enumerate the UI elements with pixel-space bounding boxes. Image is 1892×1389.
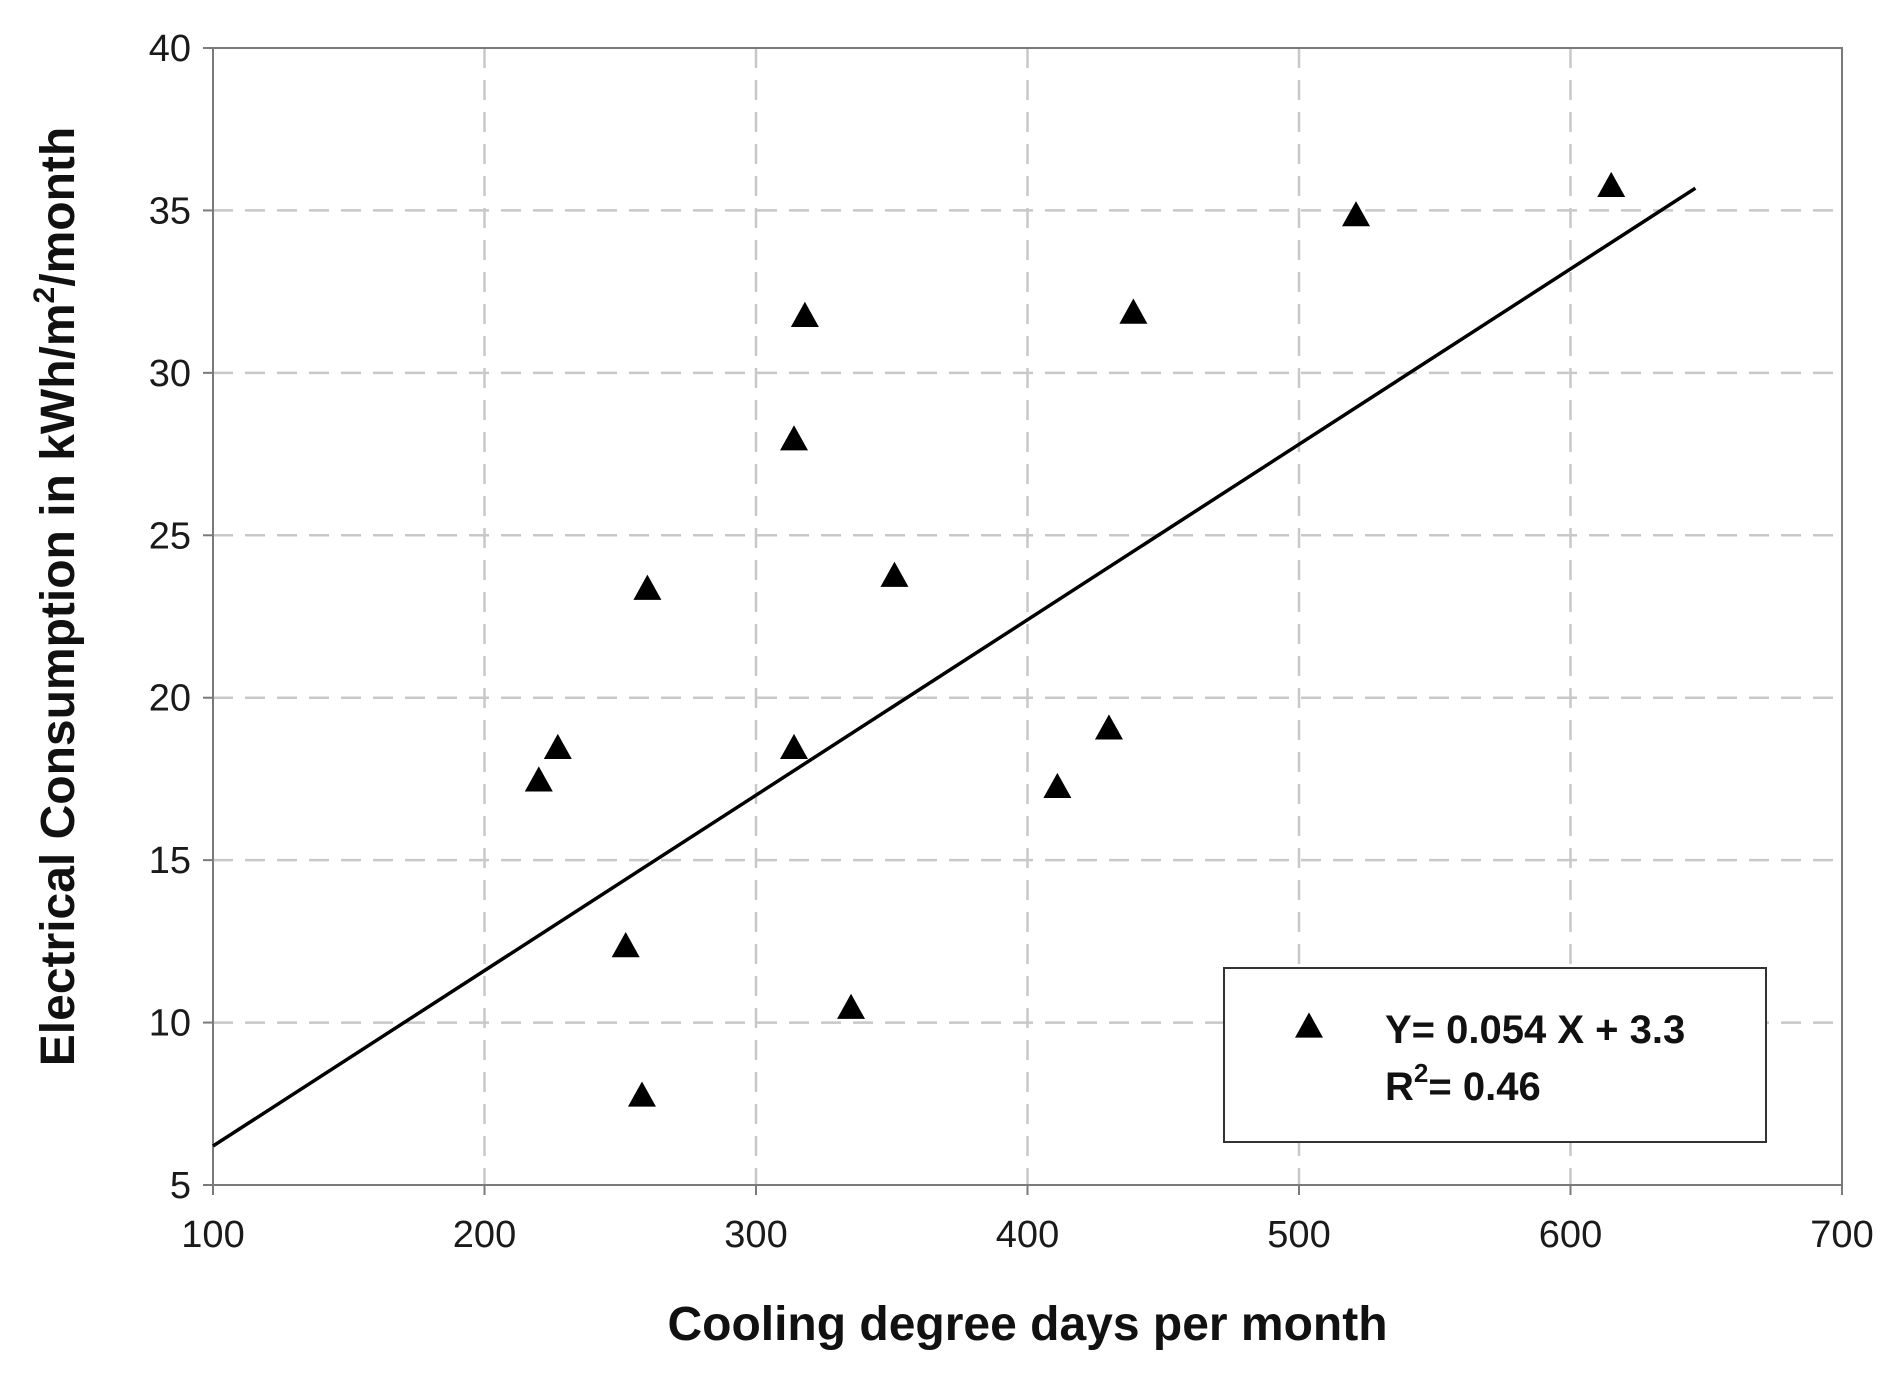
y-tick-label: 25 — [149, 515, 191, 557]
data-point — [627, 1081, 656, 1107]
x-tick-label: 100 — [181, 1214, 244, 1256]
trendline — [212, 186, 1697, 1148]
y-tick-label: 10 — [149, 1003, 191, 1045]
data-point — [1119, 298, 1148, 324]
legend: Y= 0.054 X + 3.3 R2= 0.46 — [1223, 967, 1767, 1143]
x-tick-label: 700 — [1810, 1214, 1873, 1256]
legend-triangle-marker — [1295, 1012, 1323, 1038]
legend-r2-superscript: 2 — [1414, 1058, 1428, 1088]
data-point — [1094, 714, 1123, 740]
y-tick-label: 20 — [149, 678, 191, 720]
y-tick-label: 5 — [170, 1165, 191, 1207]
data-point — [1597, 171, 1626, 198]
x-tick-label: 300 — [724, 1214, 787, 1256]
x-axis-title: Cooling degree days per month — [667, 1298, 1387, 1351]
data-point — [543, 733, 572, 760]
data-points — [524, 171, 1626, 1107]
y-tick-label: 35 — [149, 190, 191, 232]
data-point — [633, 574, 662, 600]
data-point — [524, 766, 553, 792]
x-tick-label: 400 — [996, 1214, 1059, 1256]
y-tick-label: 40 — [149, 28, 191, 70]
data-point — [790, 301, 819, 327]
x-tick-label: 500 — [1267, 1214, 1330, 1256]
axis-ticks: 100 200 300 400 500 600 700 5 10 15 20 25 30 35 40 — [149, 28, 1874, 1256]
legend-r2-prefix: R — [1385, 1065, 1414, 1109]
trendline-group — [212, 186, 1697, 1148]
legend-box — [1223, 967, 1767, 1143]
data-point — [780, 733, 809, 760]
y-tick-label: 15 — [149, 840, 191, 882]
data-point — [1043, 772, 1072, 799]
y-axis-title: Electrical Consumption in kWh/m2/month — [28, 127, 85, 1066]
y-axis-title-suffix: /month — [32, 127, 85, 287]
x-tick-label: 600 — [1539, 1214, 1602, 1256]
data-point — [780, 425, 809, 451]
legend-r2-suffix: = 0.46 — [1428, 1065, 1540, 1109]
data-point — [880, 561, 909, 587]
y-axis-title-prefix: Electrical Consumption in kWh/m — [32, 303, 85, 1066]
y-tick-label: 30 — [149, 353, 191, 395]
legend-equation: Y= 0.054 X + 3.3 — [1385, 1008, 1685, 1052]
x-tick-label: 200 — [453, 1214, 516, 1256]
legend-r-squared: R2= 0.46 — [1385, 1058, 1541, 1109]
data-point — [1342, 201, 1371, 227]
y-axis-title-superscript: 2 — [28, 287, 61, 304]
data-point — [837, 993, 866, 1019]
data-point — [611, 932, 640, 958]
